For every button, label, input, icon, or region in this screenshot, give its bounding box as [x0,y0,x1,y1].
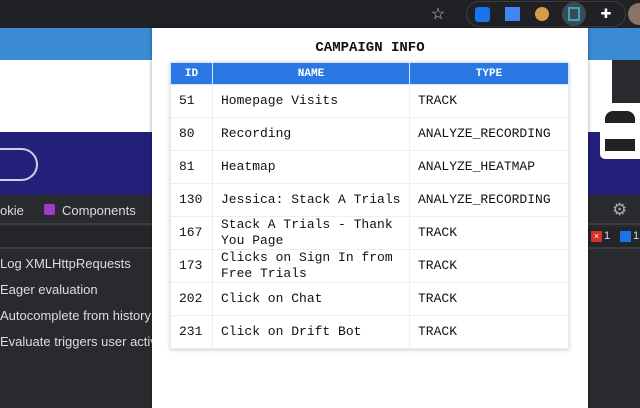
message-count[interactable]: 1 [633,230,640,242]
cell-name: Recording [212,117,410,151]
console-settings: Log XMLHttpRequests Eager evaluation Aut… [0,252,168,356]
cell-id: 202 [170,282,213,316]
cell-type: TRACK [409,282,569,316]
cell-id: 80 [170,117,213,151]
tab-components[interactable]: Components [62,203,136,218]
cell-name: Heatmap [212,150,410,184]
cell-id: 231 [170,315,213,349]
table-row: 80 Recording ANALYZE_RECORDING [170,117,569,151]
gear-icon[interactable]: ⚙ [612,200,628,219]
table-row: 81 Heatmap ANALYZE_HEATMAP [170,150,569,184]
popup-title: CAMPAIGN INFO [315,40,425,56]
puzzle-icon[interactable]: ✚ [600,6,612,21]
option-eager-evaluation[interactable]: Eager evaluation [0,282,98,297]
option-evaluate-triggers[interactable]: Evaluate triggers user activat [0,334,168,349]
tab-cookie[interactable]: okie [0,203,24,218]
column-header-type: TYPE [409,62,569,85]
react-icon [44,204,55,215]
table-row: 130 Jessica: Stack A Trials ANALYZE_RECORD… [170,183,569,217]
cell-id: 167 [170,216,213,250]
page-button[interactable] [0,148,38,181]
cell-type: TRACK [409,249,569,283]
avatar-face-icon [605,111,635,151]
cell-name: Click on Drift Bot [212,315,410,349]
cell-type: ANALYZE_RECORDING [409,117,569,151]
column-header-id: ID [170,62,213,85]
cell-name: Jessica: Stack A Trials [212,183,410,217]
column-header-name: NAME [212,62,410,85]
star-icon[interactable]: ☆ [430,6,446,23]
error-icon: × [591,231,602,242]
cell-name: Stack A Trials - Thank You Page [212,216,410,250]
option-autocomplete[interactable]: Autocomplete from history [0,308,152,323]
profile-avatar[interactable] [628,3,640,25]
cell-id: 173 [170,249,213,283]
cell-name: Homepage Visits [212,84,410,118]
option-log-xhr[interactable]: Log XMLHttpRequests [0,256,131,271]
cell-id: 51 [170,84,213,118]
browser-toolbar: ☆ ✚ [0,0,640,28]
extension-campaign-icon[interactable] [562,2,586,26]
error-count[interactable]: 1 [604,230,611,242]
cell-type: TRACK [409,216,569,250]
message-icon [620,231,631,242]
cell-type: TRACK [409,315,569,349]
extensions-group [466,1,626,27]
drift-avatar[interactable] [600,103,640,159]
table-row: 173 Clicks on Sign In from Free Trials TRA… [170,249,569,283]
extension-sidebar-icon[interactable] [504,7,520,21]
extension-blue-icon[interactable] [474,6,490,22]
cell-type: ANALYZE_RECORDING [409,183,569,217]
table-row: 231 Click on Drift Bot TRACK [170,315,569,349]
table-row: 202 Click on Chat TRACK [170,282,569,316]
campaign-popup: CAMPAIGN INFO ID NAME TYPE 51 Homepage Vi… [152,28,588,408]
table-row: 167 Stack A Trials - Thank You Page TRACK [170,216,569,250]
cell-type: ANALYZE_HEATMAP [409,150,569,184]
cookie-icon[interactable] [535,7,549,21]
cell-id: 130 [170,183,213,217]
cell-id: 81 [170,150,213,184]
cell-name: Clicks on Sign In from Free Trials [212,249,410,283]
cell-name: Click on Chat [212,282,410,316]
cell-type: TRACK [409,84,569,118]
table-row: 51 Homepage Visits TRACK [170,84,569,118]
campaign-table: ID NAME TYPE 51 Homepage Visits TRACK 80 Rec… [170,62,569,349]
